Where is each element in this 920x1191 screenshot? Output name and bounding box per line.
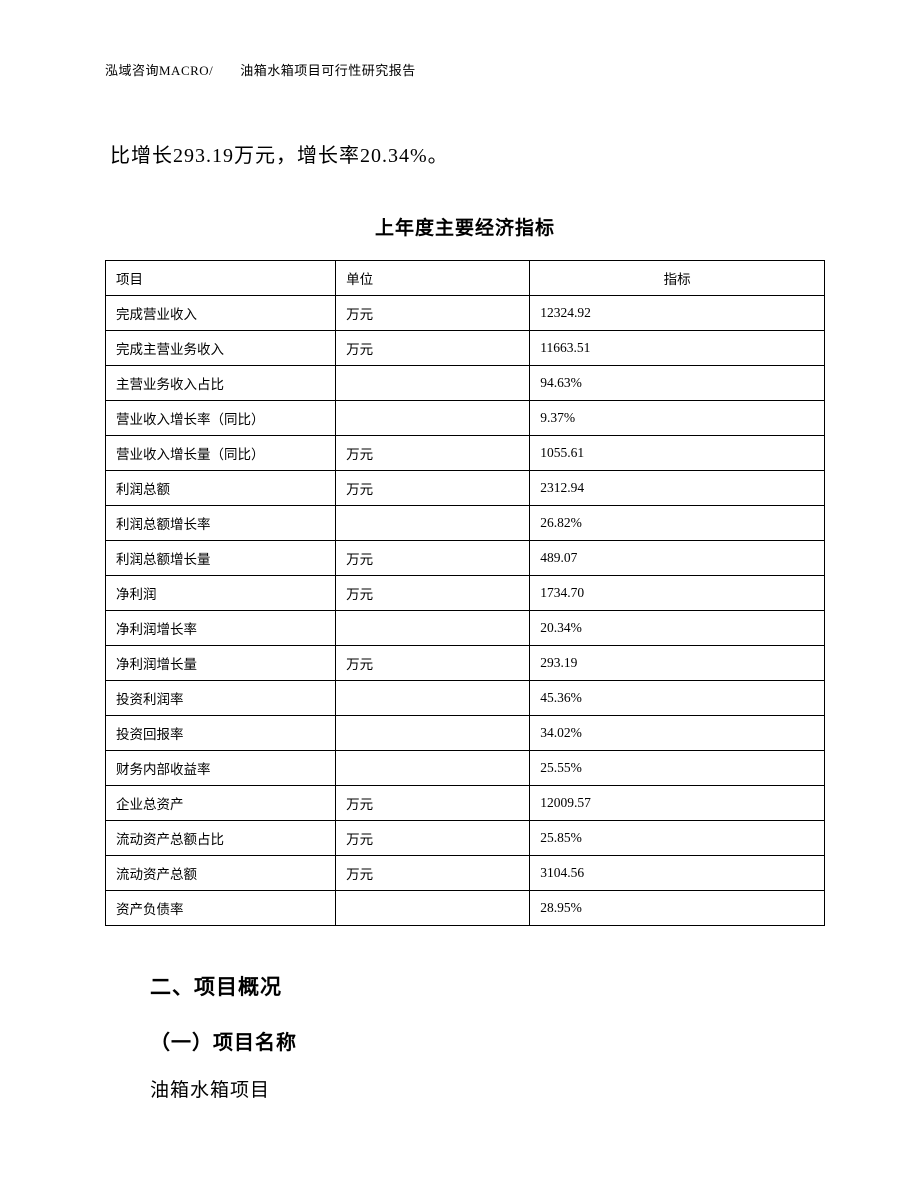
table-cell: 1055.61 xyxy=(530,436,825,471)
table-cell: 净利润增长量 xyxy=(106,646,336,681)
table-cell: 利润总额增长量 xyxy=(106,541,336,576)
table-cell: 万元 xyxy=(336,786,530,821)
table-cell: 11663.51 xyxy=(530,331,825,366)
table-row: 完成营业收入万元12324.92 xyxy=(106,296,825,331)
table-cell: 营业收入增长率（同比） xyxy=(106,401,336,436)
table-cell xyxy=(336,891,530,926)
table-cell xyxy=(336,506,530,541)
table-cell: 完成营业收入 xyxy=(106,296,336,331)
table-row: 完成主营业务收入万元11663.51 xyxy=(106,331,825,366)
table-header-cell: 单位 xyxy=(336,261,530,296)
table-row: 主营业务收入占比 94.63% xyxy=(106,366,825,401)
table-row: 投资利润率 45.36% xyxy=(106,681,825,716)
table-cell xyxy=(336,681,530,716)
table-row: 净利润增长率 20.34% xyxy=(106,611,825,646)
table-cell: 万元 xyxy=(336,576,530,611)
table-row: 净利润增长量万元293.19 xyxy=(106,646,825,681)
table-cell: 企业总资产 xyxy=(106,786,336,821)
page-header: 泓域咨询MACRO/ 油箱水箱项目可行性研究报告 xyxy=(105,60,825,79)
table-cell: 资产负债率 xyxy=(106,891,336,926)
table-cell: 营业收入增长量（同比） xyxy=(106,436,336,471)
table-cell: 28.95% xyxy=(530,891,825,926)
table-cell: 2312.94 xyxy=(530,471,825,506)
table-cell: 25.85% xyxy=(530,821,825,856)
content-text: 油箱水箱项目 xyxy=(150,1075,825,1102)
table-cell: 投资回报率 xyxy=(106,716,336,751)
table-cell: 万元 xyxy=(336,856,530,891)
table-cell: 94.63% xyxy=(530,366,825,401)
table-row: 利润总额增长量万元489.07 xyxy=(106,541,825,576)
table-cell xyxy=(336,751,530,786)
table-row: 资产负债率 28.95% xyxy=(106,891,825,926)
table-cell: 利润总额 xyxy=(106,471,336,506)
sub-heading: （一）项目名称 xyxy=(150,1026,825,1055)
table-cell: 净利润增长率 xyxy=(106,611,336,646)
table-cell xyxy=(336,716,530,751)
table-body: 完成营业收入万元12324.92完成主营业务收入万元11663.51主营业务收入… xyxy=(106,296,825,926)
table-cell: 万元 xyxy=(336,471,530,506)
table-cell: 完成主营业务收入 xyxy=(106,331,336,366)
body-paragraph: 比增长293.19万元，增长率20.34%。 xyxy=(110,139,825,168)
economic-indicators-table: 项目 单位 指标 完成营业收入万元12324.92完成主营业务收入万元11663… xyxy=(105,260,825,926)
table-cell: 万元 xyxy=(336,646,530,681)
table-cell: 财务内部收益率 xyxy=(106,751,336,786)
table-cell: 26.82% xyxy=(530,506,825,541)
table-row: 流动资产总额万元3104.56 xyxy=(106,856,825,891)
table-cell: 万元 xyxy=(336,436,530,471)
table-row: 流动资产总额占比万元25.85% xyxy=(106,821,825,856)
table-cell: 489.07 xyxy=(530,541,825,576)
table-cell: 万元 xyxy=(336,296,530,331)
table-cell: 流动资产总额占比 xyxy=(106,821,336,856)
table-cell: 45.36% xyxy=(530,681,825,716)
table-cell xyxy=(336,611,530,646)
table-row: 营业收入增长率（同比） 9.37% xyxy=(106,401,825,436)
table-cell xyxy=(336,401,530,436)
table-row: 财务内部收益率 25.55% xyxy=(106,751,825,786)
table-cell: 流动资产总额 xyxy=(106,856,336,891)
table-cell: 主营业务收入占比 xyxy=(106,366,336,401)
table-header-cell: 指标 xyxy=(530,261,825,296)
table-cell: 投资利润率 xyxy=(106,681,336,716)
table-row: 企业总资产万元12009.57 xyxy=(106,786,825,821)
table-cell: 9.37% xyxy=(530,401,825,436)
table-row: 利润总额增长率 26.82% xyxy=(106,506,825,541)
table-cell: 3104.56 xyxy=(530,856,825,891)
table-row: 营业收入增长量（同比）万元1055.61 xyxy=(106,436,825,471)
table-row: 利润总额万元2312.94 xyxy=(106,471,825,506)
table-cell: 利润总额增长率 xyxy=(106,506,336,541)
table-cell: 万元 xyxy=(336,331,530,366)
table-cell: 12009.57 xyxy=(530,786,825,821)
table-row: 净利润万元1734.70 xyxy=(106,576,825,611)
table-cell xyxy=(336,366,530,401)
table-header-row: 项目 单位 指标 xyxy=(106,261,825,296)
table-cell: 万元 xyxy=(336,541,530,576)
table-cell: 12324.92 xyxy=(530,296,825,331)
table-title: 上年度主要经济指标 xyxy=(105,213,825,240)
table-cell: 净利润 xyxy=(106,576,336,611)
table-cell: 34.02% xyxy=(530,716,825,751)
table-cell: 25.55% xyxy=(530,751,825,786)
table-header-cell: 项目 xyxy=(106,261,336,296)
table-cell: 293.19 xyxy=(530,646,825,681)
section-heading: 二、项目概况 xyxy=(150,971,825,1001)
table-row: 投资回报率 34.02% xyxy=(106,716,825,751)
table-cell: 万元 xyxy=(336,821,530,856)
table-cell: 20.34% xyxy=(530,611,825,646)
table-cell: 1734.70 xyxy=(530,576,825,611)
